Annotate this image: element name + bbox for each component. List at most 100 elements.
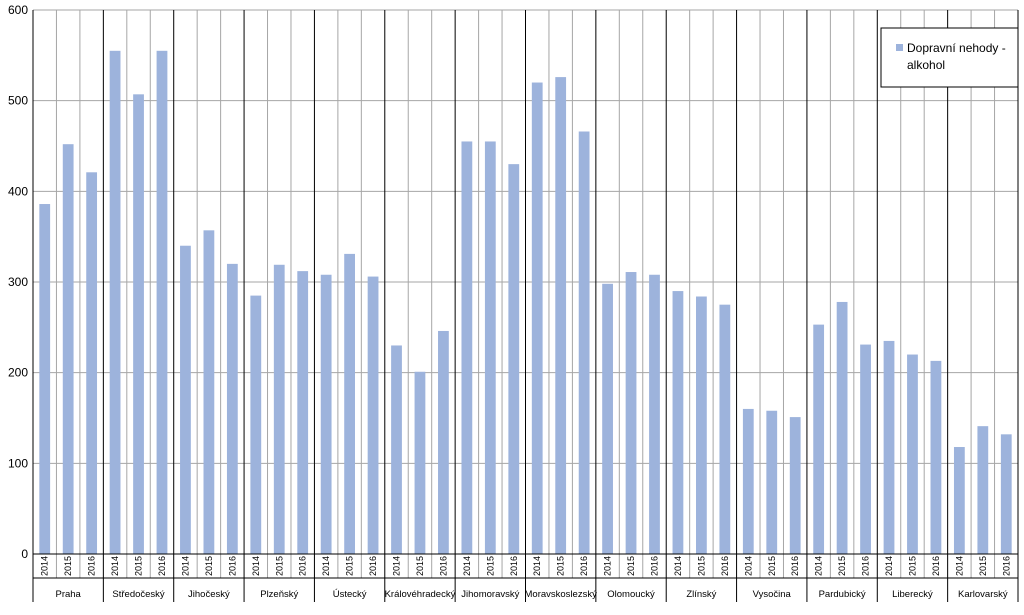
x-tick-label-year: 2015 [978, 556, 988, 576]
x-tick-label-year: 2015 [907, 556, 917, 576]
x-group-label: Jihomoravský [461, 589, 519, 600]
x-tick-label-year: 2015 [274, 556, 284, 576]
bar [531, 82, 543, 555]
legend-swatch [896, 44, 903, 51]
x-tick-label-year: 2016 [790, 556, 800, 576]
legend-label-line-2: alkohol [907, 58, 945, 72]
x-tick-label-year: 2014 [251, 556, 261, 576]
x-tick-label-year: 2016 [509, 556, 519, 576]
bar [62, 144, 74, 555]
x-group-label: Olomoucký [607, 589, 655, 600]
x-tick-label-year: 2016 [438, 556, 448, 576]
x-tick-label-year: 2016 [298, 556, 308, 576]
x-tick-label-year: 2014 [743, 556, 753, 576]
bar [86, 172, 98, 554]
x-group-label: Plzeňský [260, 589, 298, 600]
bar [414, 371, 426, 554]
bar [484, 141, 496, 554]
bar [391, 345, 402, 554]
x-tick-label-year: 2014 [532, 556, 542, 576]
bar [555, 77, 567, 555]
region-separators [32, 10, 1019, 602]
x-tick-label-year: 2014 [392, 556, 402, 576]
bar [625, 272, 637, 554]
bar [977, 426, 989, 554]
x-tick-label-year: 2016 [227, 556, 237, 576]
bar [320, 274, 332, 554]
bar [578, 131, 590, 554]
x-tick-label-year: 2016 [87, 556, 97, 576]
x-group-label: Praha [55, 589, 81, 600]
bar [860, 344, 871, 554]
bar [156, 50, 168, 555]
y-tick-label: 400 [8, 184, 28, 198]
x-tick-label-year: 2015 [485, 556, 495, 576]
axis-labels: 0 100 200 300 400 500 600 2014 2015 2016 Praha 2014… [8, 3, 1011, 600]
y-tick-label: 600 [8, 3, 28, 17]
bar [789, 417, 801, 554]
x-tick-label-year: 2016 [931, 556, 941, 576]
x-tick-label-year: 2014 [110, 556, 120, 576]
x-tick-label-year: 2014 [462, 556, 472, 576]
x-tick-label-year: 2014 [321, 556, 331, 576]
y-tick-label: 100 [8, 456, 28, 470]
x-group-label: Karlovarský [958, 589, 1008, 600]
x-tick-label-year: 2014 [180, 556, 190, 576]
x-tick-label-year: 2014 [954, 556, 964, 576]
bar [813, 324, 825, 554]
x-tick-label-year: 2014 [884, 556, 894, 576]
grid [33, 9, 1018, 578]
bar [226, 263, 238, 554]
x-group-label: Pardubický [819, 589, 866, 600]
bar [203, 230, 215, 554]
x-tick-label-year: 2016 [649, 556, 659, 576]
x-tick-label-year: 2016 [720, 556, 730, 576]
x-tick-label-year: 2015 [415, 556, 425, 576]
y-tick-label: 300 [8, 275, 28, 289]
bar [672, 291, 684, 554]
bar [367, 276, 379, 554]
bar [438, 330, 449, 554]
x-group-label: Zlínský [686, 589, 716, 600]
bar [742, 408, 754, 554]
x-group-label: Liberecký [892, 589, 933, 600]
bar [508, 164, 520, 554]
x-group-label: Středočeský [112, 589, 165, 600]
bar [133, 94, 144, 554]
bar [180, 245, 191, 554]
x-tick-label-year: 2015 [837, 556, 847, 576]
bar [602, 283, 613, 554]
bar [39, 204, 51, 554]
bar [907, 354, 918, 554]
x-tick-label-year: 2015 [345, 556, 355, 576]
bar [461, 141, 473, 554]
y-tick-label: 0 [21, 547, 28, 561]
axes [32, 10, 1018, 602]
x-tick-label-year: 2016 [579, 556, 589, 576]
bar [836, 301, 848, 554]
x-group-label: Ústecký [333, 589, 367, 600]
bar [719, 304, 731, 554]
bar [953, 447, 965, 554]
bar [273, 264, 285, 554]
bar [695, 296, 707, 554]
x-tick-label-year: 2016 [861, 556, 871, 576]
x-tick-label-year: 2015 [626, 556, 636, 576]
bar [109, 50, 121, 555]
bars [39, 50, 1012, 555]
bar [297, 271, 309, 554]
bar [649, 274, 660, 554]
x-group-label: Moravskoslezský [525, 589, 598, 600]
x-tick-label-year: 2015 [63, 556, 73, 576]
x-tick-label-year: 2015 [696, 556, 706, 576]
x-group-label: Královéhradecký [385, 589, 456, 600]
x-group-label: Jihočeský [188, 589, 230, 600]
y-tick-label: 200 [8, 366, 28, 380]
x-tick-label-year: 2016 [157, 556, 167, 576]
legend: Dopravní nehody - alkohol [880, 27, 1019, 88]
x-tick-label-year: 2016 [368, 556, 378, 576]
bar [930, 360, 942, 554]
bar [250, 295, 262, 554]
bar [883, 340, 895, 554]
